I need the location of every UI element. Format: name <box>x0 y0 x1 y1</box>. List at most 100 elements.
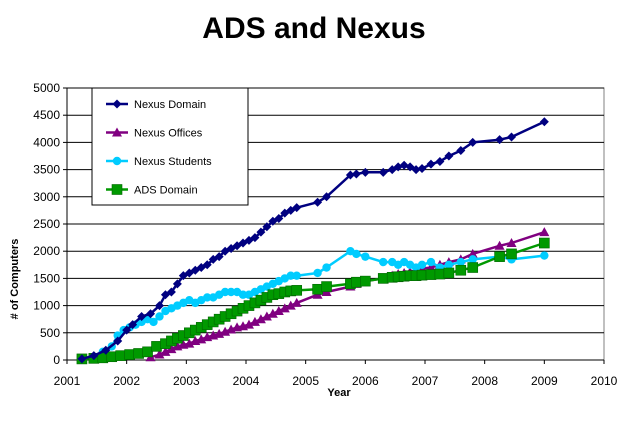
data-point-nexus-domain <box>256 227 266 237</box>
x-tick-label: 2004 <box>233 374 260 388</box>
data-point-nexus-students <box>540 251 549 260</box>
data-point-ads-domain <box>312 283 323 295</box>
data-point-nexus-offices <box>243 319 254 329</box>
data-point-nexus-students <box>417 260 427 269</box>
x-axis-title: Year <box>327 387 351 399</box>
y-tick-label: 4500 <box>33 108 60 122</box>
legend-item-nexus-domain: Nexus Domain <box>106 99 206 111</box>
data-point-nexus-domain <box>128 320 138 330</box>
data-point-nexus-domain <box>166 287 176 297</box>
data-point-nexus-offices <box>160 346 171 356</box>
data-point-ads-domain <box>377 273 389 284</box>
data-point-nexus-domain <box>435 156 445 166</box>
data-point-ads-domain <box>425 269 437 280</box>
data-point-nexus-domain <box>444 151 454 161</box>
data-point-ads-domain <box>115 350 126 361</box>
data-point-nexus-students <box>456 257 465 267</box>
data-point-nexus-offices <box>279 303 290 313</box>
data-point-nexus-domain <box>137 311 147 321</box>
y-tick-label: 0 <box>53 353 60 367</box>
data-point-ads-domain <box>506 248 517 260</box>
data-point-nexus-domain <box>262 222 272 232</box>
data-point-nexus-domain <box>154 301 164 311</box>
data-point-ads-domain <box>467 262 479 273</box>
x-tick-label: 2001 <box>54 374 81 388</box>
data-point-nexus-offices <box>267 308 278 318</box>
x-axis-ticks: 2001 2002 2003 2004 2005 2006 2007 2008 2009 2010 <box>54 360 618 388</box>
x-tick-label: 2006 <box>352 374 379 388</box>
y-tick-label: 3500 <box>33 163 60 177</box>
legend-item-ads-domain: ADS Domain <box>106 184 198 197</box>
data-point-nexus-students <box>226 287 236 297</box>
data-point-nexus-students <box>203 293 212 302</box>
data-point-nexus-domain <box>322 192 332 202</box>
data-point-nexus-domain <box>539 117 549 127</box>
legend-label: ADS Domain <box>134 185 198 197</box>
data-point-nexus-domain <box>378 167 388 177</box>
legend-swatch-marker <box>112 156 122 166</box>
data-point-nexus-offices <box>154 349 165 359</box>
y-tick-label: 1500 <box>33 271 60 285</box>
y-tick-label: 500 <box>40 326 60 340</box>
y-tick-label: 2000 <box>33 244 60 258</box>
data-point-nexus-domain <box>146 309 156 319</box>
data-point-nexus-students <box>220 287 230 297</box>
data-point-nexus-students <box>361 252 370 261</box>
data-point-nexus-students <box>322 263 331 272</box>
x-tick-label: 2005 <box>292 374 319 388</box>
legend: Nexus Domain Nexus Offices Nexus Students A… <box>91 87 249 206</box>
legend-swatch-marker <box>111 184 123 195</box>
data-point-nexus-domain <box>292 203 302 213</box>
x-tick-label: 2010 <box>591 374 618 388</box>
y-tick-label: 3000 <box>33 190 60 204</box>
data-point-nexus-offices <box>467 248 478 258</box>
data-point-nexus-domain <box>101 345 111 355</box>
data-point-nexus-students <box>149 317 158 327</box>
data-point-nexus-offices <box>255 314 266 324</box>
data-point-ads-domain <box>124 349 135 360</box>
data-point-nexus-domain <box>89 351 99 361</box>
data-point-ads-domain <box>455 264 467 276</box>
data-point-nexus-domain <box>417 164 427 174</box>
data-point-ads-domain <box>133 348 144 359</box>
data-point-nexus-students <box>155 312 164 321</box>
data-point-nexus-students <box>379 257 388 267</box>
x-tick-label: 2009 <box>531 374 558 388</box>
data-point-ads-domain <box>321 281 332 292</box>
y-tick-label: 1000 <box>33 299 60 313</box>
data-point-nexus-domain <box>202 260 212 270</box>
legend-label: Nexus Offices <box>134 128 203 140</box>
legend-label: Nexus Students <box>134 156 212 168</box>
y-axis-ticks: 0 500 1000 1500 2000 2500 3000 3500 4000 4500 5000 <box>33 81 67 367</box>
data-point-nexus-offices <box>425 262 436 272</box>
data-point-nexus-students <box>286 271 295 280</box>
data-point-ads-domain <box>142 346 153 358</box>
data-point-ads-domain <box>494 251 505 262</box>
data-point-nexus-domain <box>360 167 370 177</box>
data-point-ads-domain <box>106 351 118 363</box>
data-point-nexus-domain <box>426 159 436 169</box>
data-point-nexus-students <box>292 271 301 280</box>
data-point-ads-domain <box>360 275 371 287</box>
data-point-nexus-students <box>238 290 248 299</box>
series-ads-domain <box>76 237 550 365</box>
data-point-nexus-domain <box>122 325 132 335</box>
data-point-nexus-students <box>426 257 436 267</box>
chart-title: ADS and Nexus <box>202 12 426 45</box>
data-point-nexus-offices <box>506 238 517 248</box>
x-tick-label: 2007 <box>412 374 439 388</box>
data-point-nexus-students <box>313 268 322 278</box>
series-nexus-domain <box>77 117 549 364</box>
x-tick-label: 2008 <box>471 374 498 388</box>
data-point-nexus-domain <box>507 132 517 142</box>
data-point-nexus-domain <box>468 137 478 147</box>
data-point-ads-domain <box>416 269 428 281</box>
data-point-nexus-domain <box>274 214 284 224</box>
data-point-nexus-domain <box>250 233 260 243</box>
data-point-nexus-offices <box>494 240 505 250</box>
data-point-nexus-offices <box>184 338 195 348</box>
data-point-nexus-students <box>444 260 454 269</box>
data-point-nexus-domain <box>411 165 421 175</box>
data-point-nexus-offices <box>291 297 302 307</box>
